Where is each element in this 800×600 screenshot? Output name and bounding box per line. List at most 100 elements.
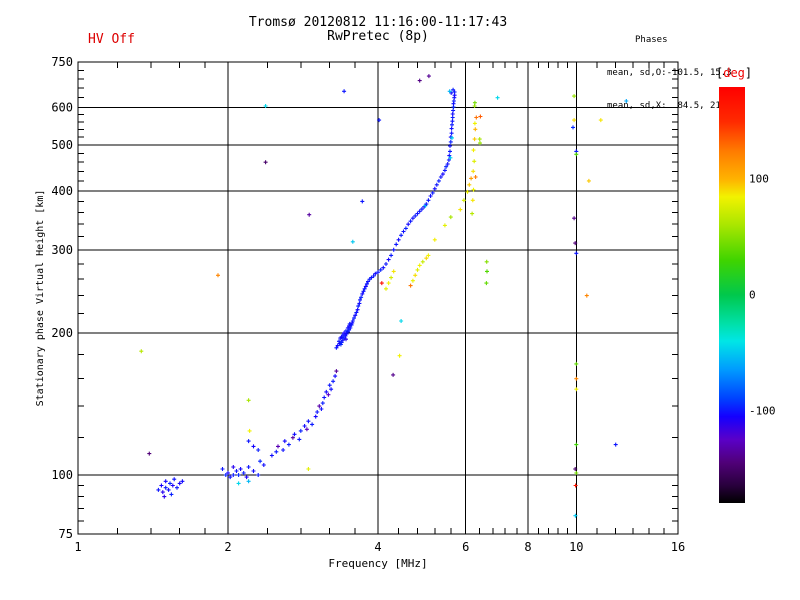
colorbar-tick-label: 100 [749,172,769,186]
data-point [472,137,477,142]
data-point [448,139,453,144]
data-point [302,424,307,428]
data-point [339,335,344,340]
data-point [306,467,311,471]
data-point [470,211,475,216]
data-point [384,286,388,291]
data-point [445,162,450,166]
data-point [162,494,167,499]
data-point [574,361,579,366]
data-point [448,149,452,154]
data-point [447,153,452,158]
data-point [269,453,274,458]
x-tick-label: 6 [462,540,469,554]
data-point [419,207,424,212]
data-point [484,259,489,264]
data-point [449,126,454,131]
y-axis-title: Stationary phase Virtual Height [km] [35,190,46,407]
data-point [319,407,324,411]
data-point [244,475,249,480]
data-point [247,428,252,433]
data-point [448,155,453,160]
data-point [168,481,172,486]
data-point [342,89,347,94]
data-point [415,267,420,272]
data-point [170,483,175,488]
data-point [339,340,344,345]
data-point [340,333,345,337]
data-point [358,297,362,302]
data-point [444,164,449,169]
data-point [166,487,171,492]
data-point [467,182,472,187]
x-tick-label: 2 [224,540,231,554]
data-point [363,284,368,289]
data-point [335,343,340,348]
data-point [223,473,228,477]
plot-title: Tromsø 20120812 11:16:00-11:17:43 [248,15,508,30]
data-point [426,74,431,79]
data-point [451,87,456,92]
data-point [391,372,396,377]
data-point [307,212,312,217]
data-point [426,198,431,203]
data-point [450,122,454,127]
data-point [448,215,453,220]
data-point [389,253,394,258]
data-point [469,176,474,181]
data-point [574,152,579,157]
data-point [386,281,391,286]
data-point [472,121,477,126]
data-point [449,131,454,136]
data-point [430,190,435,195]
data-point [156,487,161,492]
data-point [624,99,629,103]
data-point [310,422,315,427]
data-point [175,485,179,490]
data-point [613,442,618,447]
data-point [172,477,177,482]
data-point [413,213,418,218]
data-point [399,319,404,323]
data-point [410,216,415,221]
data-point [147,451,152,456]
data-point [366,279,370,284]
data-point [465,189,470,194]
data-point [396,237,401,242]
data-point [572,94,577,99]
data-point [586,178,591,183]
data-point [297,437,302,442]
data-point [357,301,362,306]
data-point [403,226,408,231]
data-point [246,439,251,444]
data-point [216,273,220,278]
colorbar-unit-label: [deg] [716,66,752,80]
title-block: Tromsø 20120812 11:16:00-11:17:43 RwPret… [78,16,678,44]
data-point [408,283,413,288]
data-point [350,239,355,244]
data-point [333,374,338,379]
data-point [478,114,483,119]
data-point [231,473,236,477]
data-point [256,448,261,452]
data-point [417,263,422,268]
data-point [471,148,476,153]
data-point [326,392,331,397]
data-point [381,265,386,270]
data-point [410,278,415,283]
data-point [471,169,476,174]
data-point [401,229,406,234]
data-point [391,247,396,252]
data-point [572,118,577,123]
data-point [378,267,383,272]
data-point [452,90,457,94]
data-point [451,108,456,113]
data-point [231,465,236,469]
colorbar-gradient [719,87,745,503]
data-point [274,449,279,454]
data-point [461,198,466,203]
data-point [397,353,402,358]
data-point [306,419,311,424]
data-point [442,223,447,228]
